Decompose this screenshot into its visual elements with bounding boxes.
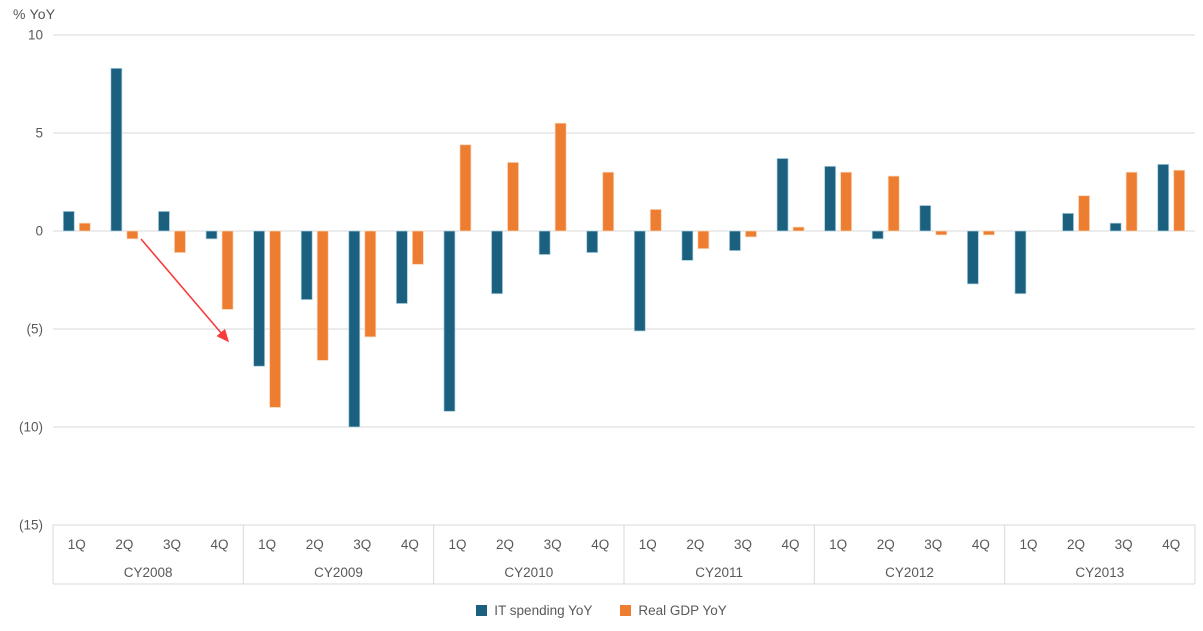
bar-real-gdp-CY2012-3Q xyxy=(935,230,948,236)
year-label-CY2009: CY2009 xyxy=(314,565,363,580)
year-label-CY2010: CY2010 xyxy=(504,565,553,580)
bar-it-spending-CY2012-4Q xyxy=(966,230,979,285)
bar-real-gdp-CY2012-4Q xyxy=(982,230,995,236)
quarter-label-CY2010-4Q: 4Q xyxy=(591,537,609,552)
quarter-label-CY2010-2Q: 2Q xyxy=(496,537,514,552)
annotation-arrow xyxy=(140,238,230,343)
bar-real-gdp-CY2012-1Q xyxy=(840,171,853,232)
legend-swatch-it-spending xyxy=(476,605,488,616)
quarter-label-CY2008-2Q: 2Q xyxy=(115,537,133,552)
bar-it-spending-CY2008-1Q xyxy=(62,210,75,232)
bar-it-spending-CY2008-3Q xyxy=(158,210,170,232)
bar-it-spending-CY2013-4Q xyxy=(1157,163,1170,232)
quarter-label-CY2009-1Q: 1Q xyxy=(258,537,276,552)
y-tick-0: 0 xyxy=(35,224,43,239)
bar-it-spending-CY2010-2Q xyxy=(491,230,503,295)
bar-real-gdp-CY2013-2Q xyxy=(1078,195,1090,232)
bar-it-spending-CY2009-3Q xyxy=(348,230,361,428)
quarter-label-CY2011-2Q: 2Q xyxy=(686,537,704,552)
y-tick-5: 5 xyxy=(35,126,43,141)
quarter-label-CY2008-3Q: 3Q xyxy=(163,537,181,552)
quarter-label-CY2013-3Q: 3Q xyxy=(1115,537,1133,552)
year-label-CY2008: CY2008 xyxy=(124,565,173,580)
legend: IT spending YoY Real GDP YoY xyxy=(0,603,1203,618)
quarter-label-CY2012-2Q: 2Q xyxy=(877,537,895,552)
quarter-label-CY2008-4Q: 4Q xyxy=(211,537,229,552)
bar-it-spending-CY2010-3Q xyxy=(538,230,551,255)
quarter-label-CY2013-1Q: 1Q xyxy=(1019,537,1037,552)
quarter-label-CY2010-3Q: 3Q xyxy=(544,537,562,552)
bar-real-gdp-CY2011-1Q xyxy=(649,209,662,232)
bar-it-spending-CY2011-3Q xyxy=(729,230,741,252)
y-axis-title: % YoY xyxy=(13,6,56,22)
quarter-label-CY2008-1Q: 1Q xyxy=(68,537,86,552)
bar-it-spending-CY2013-3Q xyxy=(1109,222,1122,232)
bar-real-gdp-CY2008-1Q xyxy=(78,222,91,232)
bar-real-gdp-CY2010-3Q xyxy=(554,122,567,232)
bar-real-gdp-CY2008-4Q xyxy=(221,230,234,310)
quarter-label-CY2009-2Q: 2Q xyxy=(306,537,324,552)
quarter-label-CY2011-3Q: 3Q xyxy=(734,537,752,552)
bar-real-gdp-CY2010-4Q xyxy=(602,171,615,232)
bar-real-gdp-CY2013-3Q xyxy=(1125,171,1138,232)
bar-it-spending-CY2008-2Q xyxy=(110,67,123,232)
legend-label-real-gdp: Real GDP YoY xyxy=(638,603,727,618)
quarter-label-CY2012-4Q: 4Q xyxy=(972,537,990,552)
bar-it-spending-CY2013-1Q xyxy=(1014,230,1027,295)
bar-it-spending-CY2009-2Q xyxy=(300,230,313,300)
legend-item-it-spending: IT spending YoY xyxy=(476,603,592,618)
bar-real-gdp-CY2011-4Q xyxy=(792,226,805,232)
y-tick--15: (15) xyxy=(19,518,43,533)
legend-swatch-real-gdp xyxy=(620,605,632,616)
bar-real-gdp-CY2010-1Q xyxy=(459,144,472,232)
bar-real-gdp-CY2009-4Q xyxy=(411,230,424,265)
bar-real-gdp-CY2012-2Q xyxy=(887,175,900,232)
year-label-CY2012: CY2012 xyxy=(885,565,934,580)
quarter-label-CY2009-4Q: 4Q xyxy=(401,537,419,552)
bar-real-gdp-CY2009-3Q xyxy=(364,230,377,338)
bar-it-spending-CY2011-2Q xyxy=(681,230,694,261)
year-label-CY2013: CY2013 xyxy=(1075,565,1124,580)
bar-it-spending-CY2009-4Q xyxy=(395,230,408,304)
quarter-label-CY2011-4Q: 4Q xyxy=(782,537,800,552)
y-tick-10: 10 xyxy=(28,28,43,43)
bar-it-spending-CY2010-1Q xyxy=(443,230,456,412)
bar-real-gdp-CY2008-3Q xyxy=(174,230,186,253)
bar-real-gdp-CY2013-4Q xyxy=(1173,169,1186,232)
legend-item-real-gdp: Real GDP YoY xyxy=(620,603,727,618)
quarter-label-CY2010-1Q: 1Q xyxy=(448,537,466,552)
bar-it-spending-CY2012-3Q xyxy=(919,205,932,232)
bar-real-gdp-CY2011-2Q xyxy=(697,230,710,250)
quarter-label-CY2012-1Q: 1Q xyxy=(829,537,847,552)
bar-real-gdp-CY2011-3Q xyxy=(745,230,757,238)
bar-it-spending-CY2012-2Q xyxy=(871,230,884,240)
bar-it-spending-CY2008-4Q xyxy=(205,230,218,240)
quarter-label-CY2011-1Q: 1Q xyxy=(639,537,657,552)
bar-real-gdp-CY2009-2Q xyxy=(316,230,329,361)
bar-real-gdp-CY2009-1Q xyxy=(269,230,282,408)
bar-it-spending-CY2009-1Q xyxy=(253,230,266,367)
bar-it-spending-CY2013-2Q xyxy=(1062,212,1074,232)
bar-real-gdp-CY2008-2Q xyxy=(126,230,139,240)
quarter-label-CY2013-2Q: 2Q xyxy=(1067,537,1085,552)
quarter-label-CY2012-3Q: 3Q xyxy=(924,537,942,552)
bar-it-spending-CY2011-1Q xyxy=(633,230,646,332)
year-label-CY2011: CY2011 xyxy=(695,565,743,580)
y-tick--5: (5) xyxy=(27,322,44,337)
bar-it-spending-CY2012-1Q xyxy=(824,165,837,232)
legend-label-it-spending: IT spending YoY xyxy=(494,603,593,618)
bar-it-spending-CY2010-4Q xyxy=(586,230,599,253)
quarter-label-CY2009-3Q: 3Q xyxy=(353,537,371,552)
y-tick--10: (10) xyxy=(19,420,43,435)
bar-real-gdp-CY2010-2Q xyxy=(507,161,519,232)
quarter-label-CY2013-4Q: 4Q xyxy=(1162,537,1180,552)
bar-it-spending-CY2011-4Q xyxy=(776,158,789,232)
